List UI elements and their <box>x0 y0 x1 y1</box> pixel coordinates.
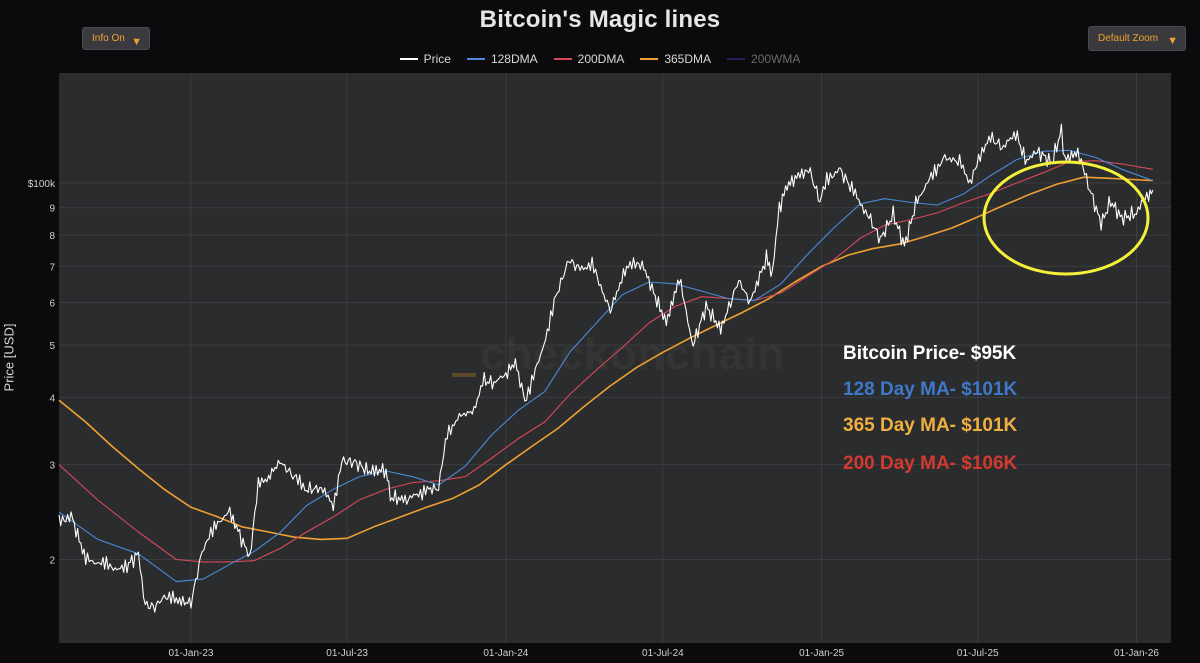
series-line-128dma <box>58 149 1154 583</box>
legend-label-price: Price <box>423 52 451 66</box>
annotation-365dma: 365 Day MA- $101K <box>843 415 1018 436</box>
chart-title: Bitcoin's Magic lines <box>479 6 721 33</box>
y-tick-label: 4 <box>49 393 55 404</box>
watermark-logo <box>452 373 476 377</box>
highlight-ellipse <box>982 160 1150 276</box>
series-line-200dma <box>58 160 1153 563</box>
legend-item-200wma[interactable]: 200WMA <box>727 52 800 66</box>
y-tick-label: 9 <box>49 204 55 215</box>
x-tick-label: 01-Jan-25 <box>799 648 844 659</box>
x-tick-label: 01-Jan-24 <box>483 648 528 659</box>
chevron-down-icon: ▼ <box>131 36 142 48</box>
info-toggle-label: Info On <box>92 33 125 44</box>
legend-swatch-price <box>399 58 418 60</box>
annotation-price: Bitcoin Price- $95K <box>843 343 1017 364</box>
legend-label-200dma: 200DMA <box>577 52 625 66</box>
legend-item-200dma[interactable]: 200DMA <box>553 52 625 66</box>
info-toggle-button[interactable]: Info On ▼ <box>82 27 150 50</box>
annotation-128dma: 128 Day MA- $101K <box>843 379 1018 400</box>
legend-swatch-128dma <box>466 58 485 60</box>
y-tick-label: 2 <box>49 556 55 567</box>
series-line-price <box>58 123 1154 613</box>
legend-item-price[interactable]: Price <box>399 52 451 66</box>
legend-swatch-365dma <box>640 58 659 60</box>
y-tick-label: $100k <box>28 179 56 190</box>
y-tick-label: 8 <box>49 231 55 242</box>
y-tick-label: 3 <box>49 461 55 472</box>
legend-item-128dma[interactable]: 128DMA <box>466 52 538 66</box>
legend-swatch-200wma <box>727 58 746 60</box>
zoom-dropdown-label: Default Zoom <box>1098 33 1159 44</box>
y-tick-label: 6 <box>49 298 55 309</box>
annotation-200dma: 200 Day MA- $106K <box>843 453 1018 474</box>
y-tick-label: 7 <box>49 262 55 273</box>
x-tick-label: 01-Jul-24 <box>642 648 684 659</box>
y-tick-label: 5 <box>49 341 55 352</box>
plot-area[interactable] <box>59 73 1171 643</box>
x-tick-label: 01-Jan-26 <box>1114 648 1159 659</box>
x-tick-label: 01-Jul-23 <box>326 648 368 659</box>
chart-legend: Price 128DMA 200DMA 365DMA 200WMA <box>0 52 1200 66</box>
chevron-down-icon: ▼ <box>1167 35 1178 47</box>
zoom-dropdown-button[interactable]: Default Zoom ▼ <box>1088 26 1186 51</box>
legend-item-365dma[interactable]: 365DMA <box>640 52 711 66</box>
legend-label-128dma: 128DMA <box>490 52 538 66</box>
legend-swatch-200dma <box>553 58 572 60</box>
x-tick-label: 01-Jan-23 <box>168 648 213 659</box>
x-tick-label: 01-Jul-25 <box>957 648 999 659</box>
series-line-365dma <box>58 176 1153 541</box>
legend-label-365dma: 365DMA <box>664 52 712 66</box>
legend-label-200wma: 200WMA <box>751 52 801 66</box>
